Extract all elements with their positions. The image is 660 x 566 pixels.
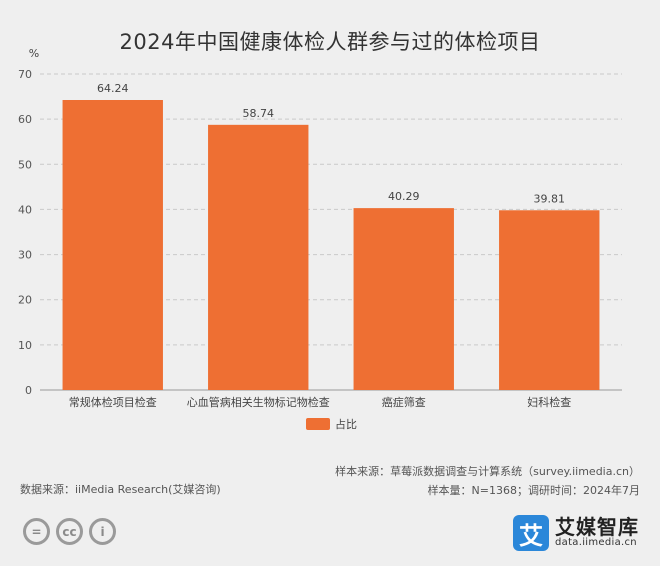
- sample-info-block: 样本来源：草莓派数据调查与计算系统（survey.iimedia.cn） 样本量…: [335, 462, 640, 500]
- bar-chart: % 0 10 20 30 40 50 60 70 64.24 常规体检项目检查 58.74 心血管病相关…: [18, 47, 622, 409]
- data-label: 58.74: [243, 107, 275, 120]
- x-tick-label: 心血管病相关生物标记物检查: [187, 395, 330, 409]
- y-axis-unit: %: [29, 47, 39, 60]
- legend-swatch: [306, 418, 330, 430]
- cc-icon: cc: [56, 518, 83, 545]
- data-label: 40.29: [388, 190, 420, 203]
- y-tick-label: 40: [18, 203, 32, 216]
- brand: 艾 艾媒智库 data.iimedia.cn: [513, 515, 639, 551]
- x-tick-label: 癌症筛查: [382, 395, 426, 409]
- data-label: 64.24: [97, 82, 129, 95]
- data-label: 39.81: [534, 192, 566, 205]
- x-tick-label: 妇科检查: [527, 395, 571, 409]
- license-icons: = cc i: [23, 518, 116, 545]
- brand-name: 艾媒智库: [555, 515, 639, 540]
- brand-url: data.iimedia.cn: [555, 537, 637, 549]
- y-tick-label: 10: [18, 339, 32, 352]
- chart-title: 2024年中国健康体检人群参与过的体检项目: [119, 30, 541, 54]
- data-source: 数据来源：iiMedia Research(艾媒咨询): [20, 483, 221, 496]
- brand-logo-icon: 艾: [513, 515, 549, 551]
- y-tick-label: 0: [25, 384, 32, 397]
- y-tick-label: 50: [18, 158, 32, 171]
- legend-label: 占比: [335, 418, 357, 431]
- attribution-icon: i: [89, 518, 116, 545]
- bar: [208, 124, 309, 390]
- y-tick-label: 60: [18, 113, 32, 126]
- bar: [62, 100, 163, 390]
- bar: [499, 210, 600, 390]
- y-tick-label: 30: [18, 249, 32, 262]
- legend: 占比: [306, 417, 357, 431]
- sample-size-date: 样本量：N=1368；调研时间：2024年7月: [427, 484, 640, 497]
- equals-icon: =: [23, 518, 50, 545]
- bar: [353, 208, 454, 390]
- x-tick-label: 常规体检项目检查: [69, 395, 157, 409]
- sample-source: 样本来源：草莓派数据调查与计算系统（survey.iimedia.cn）: [335, 465, 640, 478]
- y-tick-label: 20: [18, 294, 32, 307]
- y-tick-label: 70: [18, 68, 32, 81]
